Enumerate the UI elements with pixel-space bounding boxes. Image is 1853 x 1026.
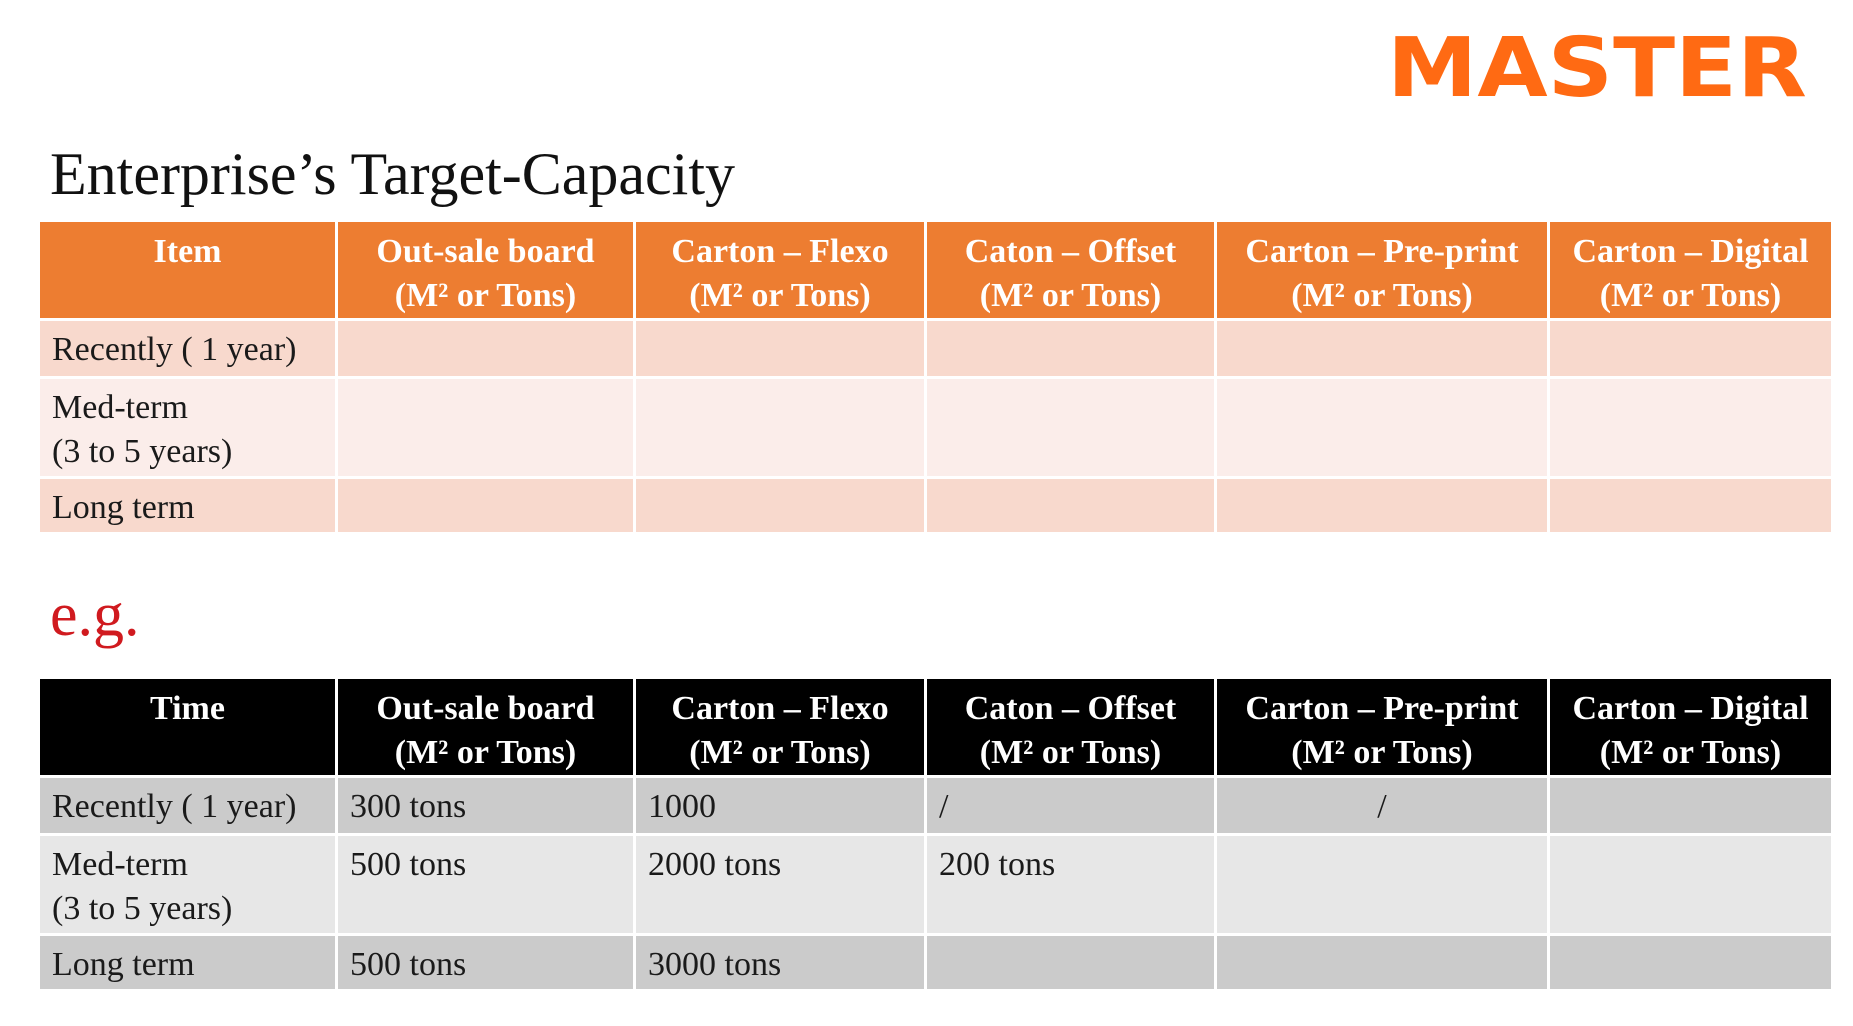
table-cell[interactable]: [335, 476, 636, 535]
page-title: Enterprise’s Target-Capacity: [50, 141, 736, 207]
header-caton-offset: Caton – Offset (M² or Tons): [924, 676, 1217, 778]
header-carton-digital: Carton – Digital (M² or Tons): [1547, 219, 1834, 321]
header-caton-offset: Caton – Offset (M² or Tons): [924, 219, 1217, 321]
table-row: Long term 500 tons 3000 tons: [37, 933, 1834, 992]
table-cell[interactable]: 1000: [633, 775, 927, 836]
table-cell[interactable]: /: [1214, 775, 1550, 836]
table-row: Long term: [37, 476, 1834, 535]
table-cell[interactable]: 200 tons: [924, 833, 1217, 936]
table-cell[interactable]: [924, 318, 1217, 379]
row-label-long-term: Long term: [37, 933, 338, 992]
row-label-med-term: Med-term (3 to 5 years): [37, 376, 338, 479]
table-cell[interactable]: [335, 318, 636, 379]
table-cell[interactable]: [633, 318, 927, 379]
example-label: e.g.: [50, 581, 140, 649]
header-item: Item: [37, 219, 338, 321]
header-carton-flexo: Carton – Flexo (M² or Tons): [633, 676, 927, 778]
table-cell[interactable]: 300 tons: [335, 775, 636, 836]
table-cell[interactable]: [1547, 376, 1834, 479]
table-cell[interactable]: [1214, 833, 1550, 936]
table-row: Med-term (3 to 5 years) 500 tons 2000 to…: [37, 833, 1834, 936]
header-out-sale-board: Out-sale board (M² or Tons): [335, 219, 636, 321]
table-cell[interactable]: [1214, 318, 1550, 379]
row-label-long-term: Long term: [37, 476, 338, 535]
header-carton-flexo: Carton – Flexo (M² or Tons): [633, 219, 927, 321]
logo-text: MASTER: [1387, 26, 1807, 104]
header-carton-pre-print: Carton – Pre-print (M² or Tons): [1214, 219, 1550, 321]
row-label-recently: Recently ( 1 year): [37, 775, 338, 836]
target-capacity-table: Item Out-sale board (M² or Tons) Carton …: [37, 219, 1834, 535]
table-cell[interactable]: [924, 476, 1217, 535]
table-cell[interactable]: 2000 tons: [633, 833, 927, 936]
table-cell[interactable]: [1547, 833, 1834, 936]
row-label-med-term: Med-term (3 to 5 years): [37, 833, 338, 936]
table-row: Med-term (3 to 5 years): [37, 376, 1834, 479]
table-cell[interactable]: /: [924, 775, 1217, 836]
table-cell[interactable]: [1214, 376, 1550, 479]
table-cell[interactable]: [1547, 318, 1834, 379]
master-logo: MASTER: [1387, 26, 1807, 104]
table-cell[interactable]: [1547, 933, 1834, 992]
table-header-row: Item Out-sale board (M² or Tons) Carton …: [37, 219, 1834, 321]
table-cell[interactable]: [1214, 933, 1550, 992]
table-row: Recently ( 1 year): [37, 318, 1834, 379]
table-cell[interactable]: [924, 376, 1217, 479]
example-capacity-table: Time Out-sale board (M² or Tons) Carton …: [37, 676, 1834, 992]
table-cell[interactable]: [1547, 476, 1834, 535]
table-header-row: Time Out-sale board (M² or Tons) Carton …: [37, 676, 1834, 778]
table-cell[interactable]: 500 tons: [335, 933, 636, 992]
header-carton-pre-print: Carton – Pre-print (M² or Tons): [1214, 676, 1550, 778]
table-row: Recently ( 1 year) 300 tons 1000 / /: [37, 775, 1834, 836]
header-time: Time: [37, 676, 338, 778]
table-cell[interactable]: [1547, 775, 1834, 836]
table-cell[interactable]: [335, 376, 636, 479]
header-out-sale-board: Out-sale board (M² or Tons): [335, 676, 636, 778]
row-label-recently: Recently ( 1 year): [37, 318, 338, 379]
table-cell[interactable]: [633, 476, 927, 535]
table-cell[interactable]: [924, 933, 1217, 992]
table-cell[interactable]: [1214, 476, 1550, 535]
table-cell[interactable]: 500 tons: [335, 833, 636, 936]
table-cell[interactable]: [633, 376, 927, 479]
header-carton-digital: Carton – Digital (M² or Tons): [1547, 676, 1834, 778]
table-cell[interactable]: 3000 tons: [633, 933, 927, 992]
